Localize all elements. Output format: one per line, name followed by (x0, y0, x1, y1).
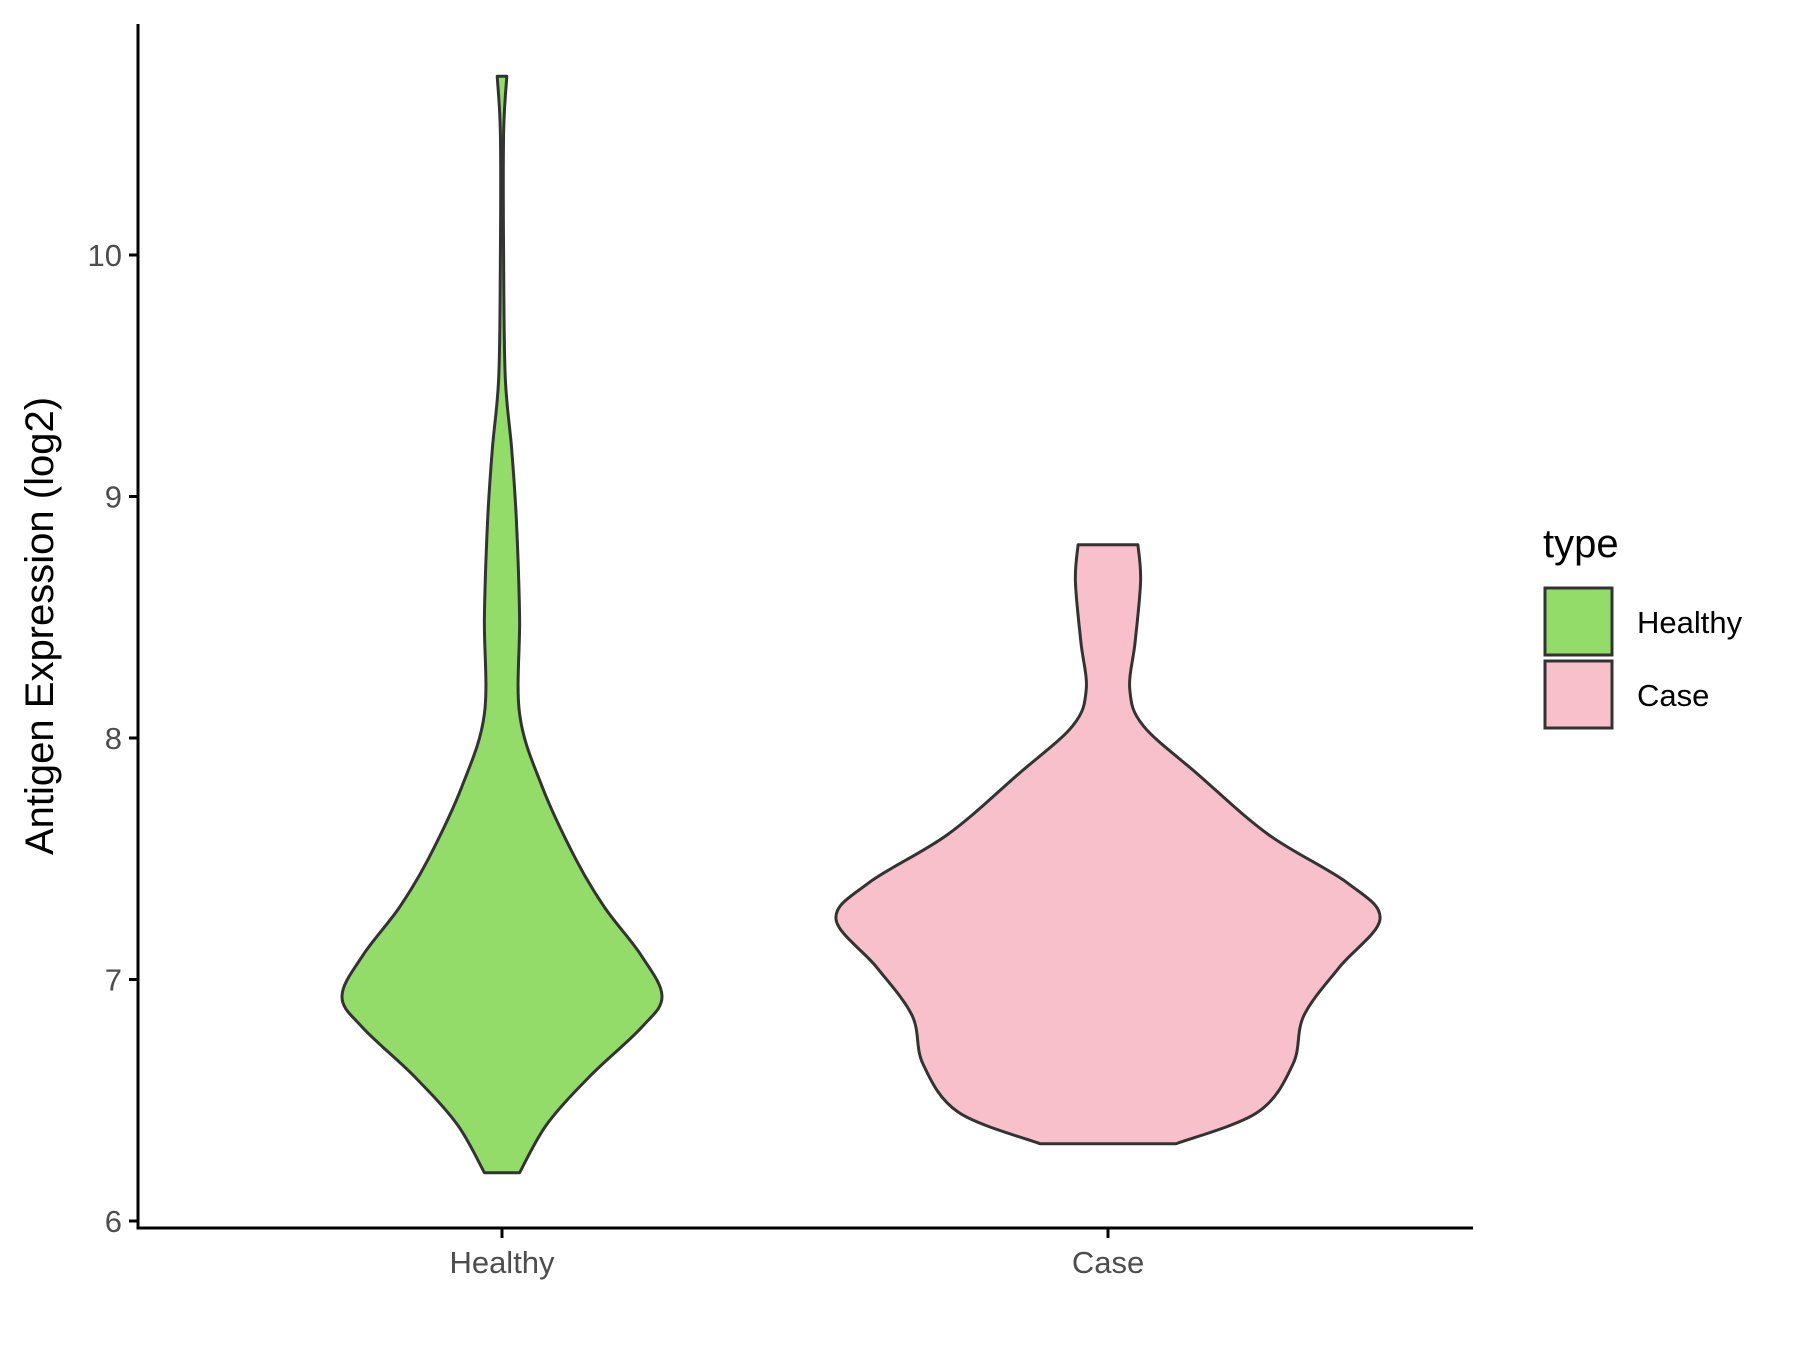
legend-swatch-healthy (1543, 586, 1614, 657)
x-tick-label: Healthy (449, 1245, 555, 1280)
y-tick-label: 10 (88, 238, 122, 273)
y-axis-title: Antigen Expression (log2) (18, 397, 62, 855)
legend-title: type (1543, 522, 1619, 566)
y-tick-label: 6 (105, 1204, 122, 1239)
violin-case (834, 543, 1382, 1146)
y-tick-label: 9 (105, 480, 122, 515)
y-tick-label: 7 (105, 963, 122, 998)
y-tick-label: 8 (105, 721, 122, 756)
axes: 6 7 8 9 10 Healthy Case (88, 24, 1473, 1280)
legend-swatch-case (1543, 659, 1614, 730)
plot-area (340, 74, 1382, 1175)
x-tick-label: Case (1072, 1245, 1144, 1280)
violin-healthy (340, 74, 664, 1175)
legend-label-healthy: Healthy (1637, 605, 1743, 640)
legend: type Healthy Case (1543, 522, 1743, 730)
legend-label-case: Case (1637, 678, 1709, 713)
